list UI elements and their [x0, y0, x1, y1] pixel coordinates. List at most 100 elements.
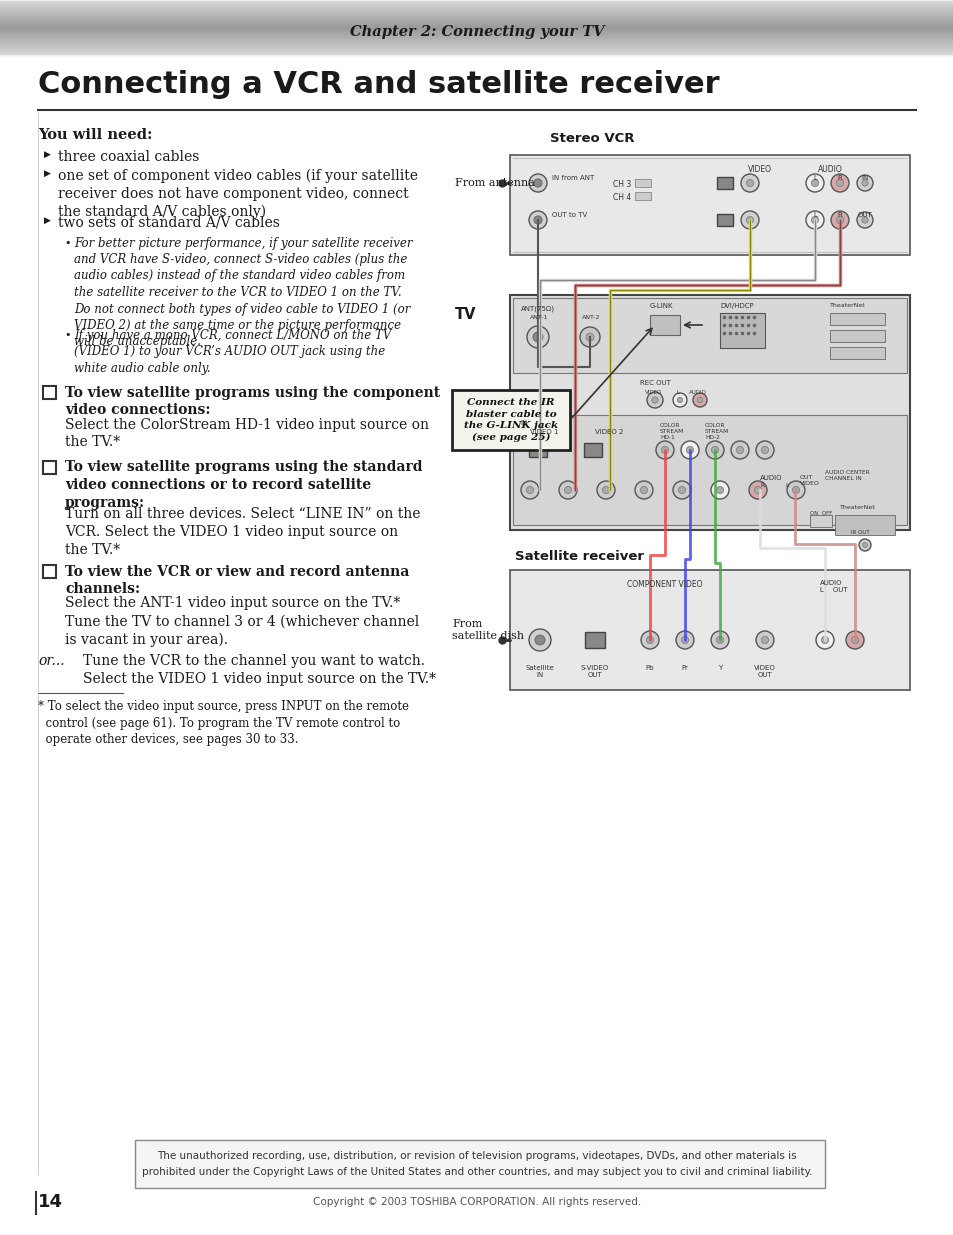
Text: ANT-2: ANT-2: [581, 315, 599, 320]
Circle shape: [736, 446, 742, 453]
Text: COMPONENT VIDEO: COMPONENT VIDEO: [626, 580, 702, 589]
Circle shape: [535, 635, 544, 645]
Text: OUT
VIDEO: OUT VIDEO: [800, 475, 819, 485]
Circle shape: [856, 212, 872, 228]
Text: AUDIO
L    OUT: AUDIO L OUT: [820, 580, 846, 593]
Circle shape: [692, 393, 706, 408]
Circle shape: [711, 446, 718, 453]
Circle shape: [579, 327, 599, 347]
Text: 14: 14: [38, 1193, 63, 1212]
Circle shape: [745, 179, 753, 186]
Bar: [829, 347, 884, 359]
Circle shape: [858, 538, 870, 551]
Circle shape: [672, 393, 686, 408]
Circle shape: [760, 636, 768, 643]
Text: ON  OFF: ON OFF: [809, 511, 832, 516]
Circle shape: [680, 441, 699, 459]
Text: OUT to TV: OUT to TV: [552, 212, 587, 219]
Circle shape: [558, 480, 577, 499]
Text: Chapter 2: Connecting your TV: Chapter 2: Connecting your TV: [350, 25, 603, 40]
Circle shape: [830, 174, 848, 191]
Circle shape: [635, 480, 652, 499]
Circle shape: [821, 636, 828, 643]
Circle shape: [754, 487, 760, 494]
Text: REC OUT: REC OUT: [639, 380, 670, 387]
Circle shape: [811, 216, 818, 224]
Circle shape: [529, 211, 546, 228]
Text: L: L: [784, 483, 788, 488]
Bar: [720, 312, 764, 348]
Text: ANT(75Ω): ANT(75Ω): [520, 305, 555, 311]
Bar: [43, 385, 56, 399]
Circle shape: [716, 487, 722, 494]
Text: two sets of standard A/V cables: two sets of standard A/V cables: [58, 216, 279, 230]
Text: From
satellite dish: From satellite dish: [452, 619, 523, 641]
Circle shape: [805, 174, 823, 191]
Circle shape: [830, 211, 848, 228]
Text: or...: or...: [38, 655, 65, 668]
Text: Pb: Pb: [645, 664, 654, 671]
Circle shape: [760, 446, 768, 453]
Bar: [635, 191, 650, 200]
Text: L: L: [812, 212, 816, 219]
Circle shape: [856, 175, 872, 191]
Circle shape: [526, 487, 533, 494]
Circle shape: [685, 446, 693, 453]
Bar: [135, 1140, 824, 1188]
Circle shape: [730, 441, 748, 459]
Text: ▶: ▶: [44, 149, 51, 159]
Circle shape: [740, 174, 759, 191]
Text: AUDIO CENTER
CHANNEL IN: AUDIO CENTER CHANNEL IN: [824, 471, 869, 480]
Circle shape: [646, 391, 662, 408]
Text: For better picture performance, if your satellite receiver
and VCR have S-video,: For better picture performance, if your …: [74, 236, 412, 348]
Text: From antenna: From antenna: [455, 178, 535, 188]
Text: Turn on all three devices. Select “LINE IN” on the
VCR. Select the VIDEO 1 video: Turn on all three devices. Select “LINE …: [65, 508, 420, 557]
Circle shape: [740, 211, 759, 228]
Circle shape: [755, 631, 773, 650]
Circle shape: [850, 636, 858, 643]
Bar: [635, 179, 650, 186]
Circle shape: [534, 216, 541, 224]
Bar: [510, 156, 909, 254]
Text: VIDEO: VIDEO: [644, 390, 661, 395]
Text: VIDEO 2: VIDEO 2: [595, 429, 622, 435]
Bar: [829, 330, 884, 342]
Text: prohibited under the Copyright Laws of the United States and other countries, an: prohibited under the Copyright Laws of t…: [142, 1167, 811, 1177]
Text: IN: IN: [519, 420, 527, 426]
Text: To view the VCR or view and record antenna
channels:: To view the VCR or view and record anten…: [65, 564, 409, 597]
Text: G-LINK: G-LINK: [649, 303, 673, 309]
Text: OUT: OUT: [857, 212, 871, 219]
Text: R: R: [837, 175, 841, 182]
Circle shape: [529, 174, 546, 191]
Text: AUDIO: AUDIO: [688, 390, 706, 395]
Text: TheaterNet: TheaterNet: [829, 303, 864, 308]
Text: L: L: [812, 175, 816, 182]
Text: Connect the IR
blaster cable to
the G-LINK jack
(see page 25): Connect the IR blaster cable to the G-LI…: [463, 398, 558, 442]
Text: If you have a mono VCR, connect L/MONO on the TV
(VIDEO 1) to your VCR’s AUDIO O: If you have a mono VCR, connect L/MONO o…: [74, 329, 391, 375]
Circle shape: [640, 631, 659, 650]
Text: IR OUT: IR OUT: [850, 530, 868, 535]
Text: one set of component video cables (if your satellite
receiver does not have comp: one set of component video cables (if yo…: [58, 168, 417, 219]
Circle shape: [792, 487, 799, 494]
Text: * To select the video input source, press INPUT on the remote
  control (see pag: * To select the video input source, pres…: [38, 700, 409, 746]
Circle shape: [716, 636, 722, 643]
Text: VIDEO 1: VIDEO 1: [530, 429, 558, 435]
Text: COLOR
STREAM
HD-1: COLOR STREAM HD-1: [659, 424, 683, 440]
Circle shape: [564, 487, 571, 494]
Circle shape: [861, 217, 867, 224]
Circle shape: [601, 487, 609, 494]
Bar: [513, 415, 906, 525]
Text: Pr: Pr: [680, 664, 688, 671]
Circle shape: [529, 629, 551, 651]
Circle shape: [534, 179, 541, 186]
Circle shape: [672, 480, 690, 499]
Text: Copyright © 2003 TOSHIBA CORPORATION. All rights reserved.: Copyright © 2003 TOSHIBA CORPORATION. Al…: [313, 1197, 640, 1207]
Bar: [510, 295, 909, 530]
Circle shape: [705, 441, 723, 459]
Circle shape: [597, 480, 615, 499]
Text: AUDIO: AUDIO: [817, 165, 841, 174]
Circle shape: [656, 441, 673, 459]
Text: You will need:: You will need:: [38, 128, 152, 142]
Bar: [43, 461, 56, 473]
Text: TheaterNet: TheaterNet: [840, 505, 875, 510]
